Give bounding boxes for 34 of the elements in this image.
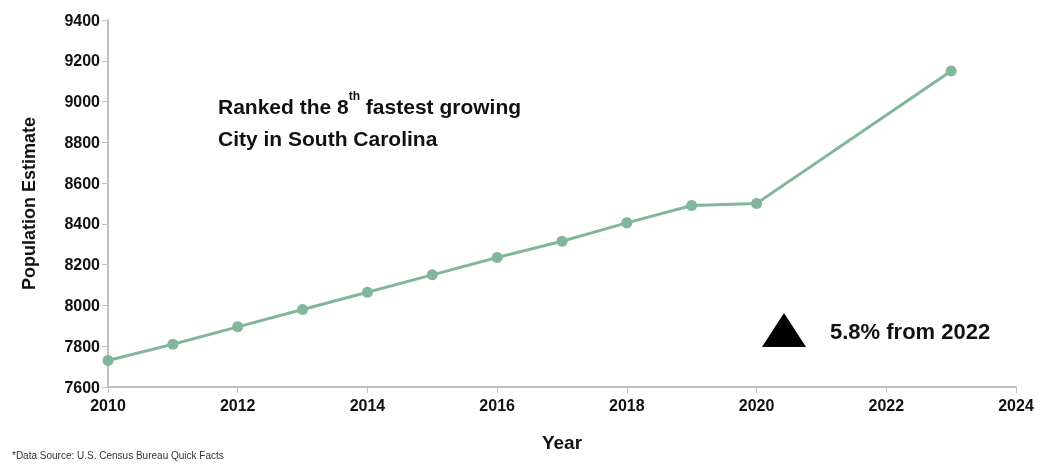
y-tick-label: 9400 [64, 11, 101, 29]
y-tick-label: 7800 [64, 337, 101, 355]
point [297, 304, 309, 316]
y-tick-label: 8800 [64, 133, 101, 151]
annotation: 5.8% from 2022 [830, 318, 991, 344]
x-tick-label: 2010 [90, 396, 126, 414]
y-tick-label: 8200 [64, 256, 101, 274]
point [232, 321, 244, 333]
x-tick-label: 2014 [349, 396, 386, 414]
point [361, 286, 373, 298]
y-tick-label: 8000 [64, 296, 101, 314]
y-tick-label: 9200 [64, 52, 101, 70]
y-tick-label: 8400 [64, 215, 101, 233]
y-tick-label: 8600 [64, 174, 101, 192]
x-tick-label: 2016 [479, 396, 516, 414]
text: *Data Source: U.S. Census Bureau Quick Facts [12, 449, 224, 461]
x-tick-label: 2012 [219, 396, 256, 414]
x-tick-label: 2024 [998, 396, 1034, 414]
x-axis-title: Year [541, 432, 583, 453]
point [686, 200, 698, 212]
y-tick-label: 9000 [64, 93, 101, 111]
point [945, 65, 957, 77]
y-tick-label: 7600 [64, 378, 101, 396]
y-axis-title: Population Estimate [19, 116, 39, 291]
point [102, 355, 114, 366]
x-tick-label: 2022 [868, 396, 905, 414]
x-tick-label: 2018 [609, 396, 645, 414]
point [556, 235, 568, 247]
x-tick-label: 2020 [738, 396, 775, 414]
point [167, 338, 179, 350]
point [426, 269, 438, 281]
point [621, 217, 633, 229]
point [491, 252, 503, 264]
point [751, 198, 763, 209]
